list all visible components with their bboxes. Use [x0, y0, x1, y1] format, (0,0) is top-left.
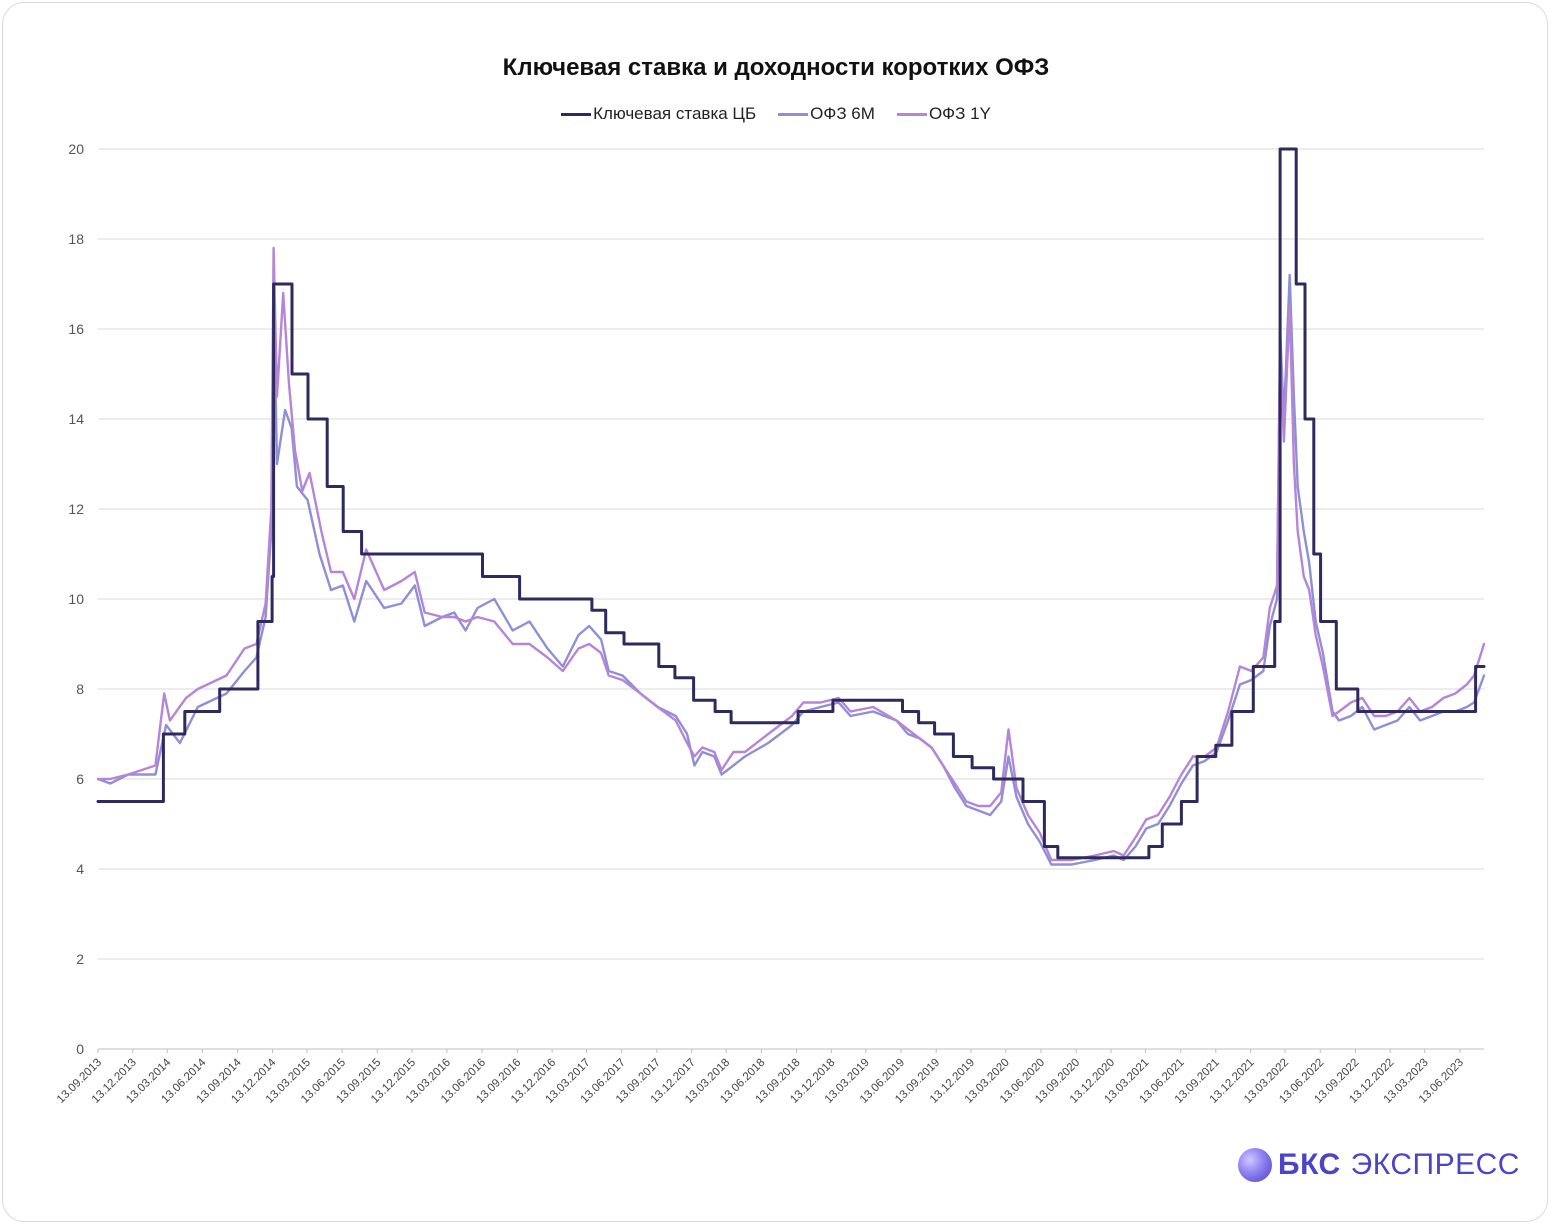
logo-text: БКС ЭКСПРЕСС [1278, 1148, 1520, 1182]
y-tick-label: 0 [76, 1041, 84, 1057]
legend-label-key-rate: Ключевая ставка ЦБ [593, 104, 757, 123]
y-tick-label: 10 [68, 591, 84, 607]
chart-legend: Ключевая ставка ЦБ ОФЗ 6М ОФЗ 1Y [0, 104, 1552, 124]
y-tick-label: 18 [68, 231, 84, 247]
y-tick-label: 16 [68, 321, 84, 337]
brand-logo: БКС ЭКСПРЕСС [1238, 1148, 1520, 1182]
legend-item-ofz-1y: ОФЗ 1Y [896, 104, 991, 124]
series-line-ofz-1y [96, 246, 1486, 862]
legend-item-ofz-6m: ОФЗ 6М [778, 104, 875, 124]
legend-label-ofz-6m: ОФЗ 6М [810, 104, 875, 123]
y-tick-label: 6 [76, 771, 84, 787]
chart-title: Ключевая ставка и доходности коротких ОФ… [502, 54, 1050, 81]
y-tick-label: 20 [68, 141, 84, 157]
series-line-key-rate [96, 147, 1486, 860]
legend-swatch-key-rate [561, 112, 592, 116]
logo-text-light: ЭКСПРЕСС [1350, 1148, 1520, 1181]
legend-label-ofz-1y: ОФЗ 1Y [928, 104, 991, 123]
legend-swatch-ofz-6m [778, 112, 809, 116]
y-tick-label: 8 [76, 681, 84, 697]
y-tick-label: 14 [68, 411, 84, 427]
logo-text-bold: БКС [1278, 1148, 1341, 1181]
y-tick-label: 12 [68, 501, 84, 517]
y-tick-label: 4 [76, 861, 84, 877]
y-tick-label: 2 [76, 951, 84, 967]
series-line-ofz-6m [96, 273, 1486, 866]
legend-swatch-ofz-1y [896, 112, 927, 116]
legend-item-key-rate: Ключевая ставка ЦБ [561, 104, 756, 124]
logo-sphere-icon [1238, 1148, 1272, 1182]
